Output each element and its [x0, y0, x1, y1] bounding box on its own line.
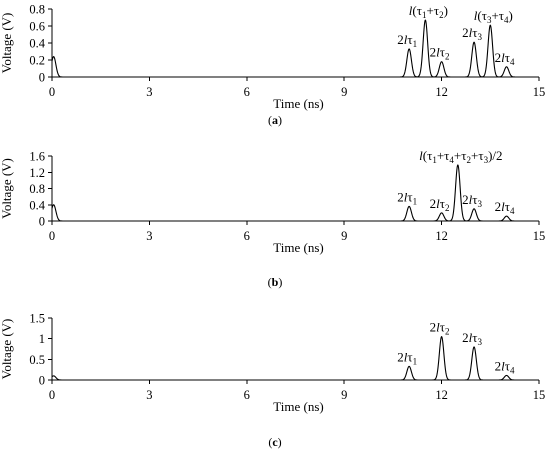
y-axis-title: Voltage (V)	[0, 13, 14, 74]
y-tick-label: 0.4	[29, 37, 45, 51]
y-tick-label: 0	[39, 374, 45, 388]
panel-caption: (b)	[268, 275, 283, 289]
y-tick-label: 0.6	[29, 20, 45, 34]
x-axis-title: Time (ns)	[273, 399, 323, 414]
y-tick-label: 0.8	[29, 182, 45, 196]
x-tick-label: 15	[533, 229, 546, 243]
peak-label: l(τ3+τ4)	[474, 8, 513, 25]
y-tick-label: 1	[39, 332, 45, 346]
x-tick-label: 0	[49, 388, 55, 402]
panel-caption: (a)	[268, 113, 282, 127]
peak-label: 2lτ2	[430, 45, 450, 62]
x-axis-title: Time (ns)	[273, 96, 323, 111]
x-tick-label: 9	[341, 388, 347, 402]
x-axis-title: Time (ns)	[273, 240, 323, 255]
x-tick-label: 9	[341, 85, 347, 99]
y-tick-label: 0	[39, 71, 45, 85]
peak-label: l(τ1+τ4+τ2+τ3)/2	[419, 148, 502, 165]
x-tick-label: 12	[435, 388, 448, 402]
x-tick-label: 3	[146, 85, 152, 99]
y-axis-title: Voltage (V)	[0, 158, 14, 219]
y-tick-label: 0	[39, 215, 45, 229]
y-axis-title: Voltage (V)	[0, 319, 14, 380]
x-tick-label: 3	[146, 388, 152, 402]
x-tick-label: 12	[435, 229, 448, 243]
y-tick-label: 1.2	[29, 166, 45, 180]
y-tick-label: 0.2	[29, 54, 45, 68]
peak-label: 2lτ2	[430, 196, 450, 213]
x-tick-label: 9	[341, 229, 347, 243]
peak-label: 2lτ3	[462, 25, 482, 42]
y-tick-label: 1.6	[29, 150, 45, 164]
x-tick-label: 12	[435, 85, 448, 99]
x-tick-label: 15	[533, 388, 546, 402]
y-tick-label: 0.4	[29, 198, 45, 212]
peak-label: 2lτ4	[495, 50, 515, 67]
voltage-trace	[51, 336, 540, 381]
x-tick-label: 0	[49, 229, 55, 243]
y-tick-label: 0.8	[29, 3, 45, 17]
peak-label: 2lτ4	[495, 358, 515, 375]
peak-label: 2lτ1	[397, 349, 417, 366]
chart-panel-3: 0 0.5 1 1.5 0 3 6 9 12 15 Time (ns) Voltage (V) 2lτ1…	[0, 312, 545, 450]
chart-panel-1: 0 0.2 0.4 0.6 0.8 0 3 6 9 12 15 Time (ns) Voltage (V…	[0, 3, 545, 128]
x-tick-label: 6	[244, 85, 250, 99]
peak-label: 2lτ4	[495, 199, 515, 216]
panel-caption: (c)	[268, 435, 281, 449]
x-tick-label: 6	[244, 229, 250, 243]
x-tick-label: 15	[533, 85, 546, 99]
peak-label: 2lτ3	[462, 330, 482, 347]
peak-label: 2lτ3	[462, 192, 482, 209]
x-tick-label: 6	[244, 388, 250, 402]
x-tick-label: 0	[49, 85, 55, 99]
peak-label: 2lτ2	[430, 320, 450, 337]
peak-label: 2lτ1	[397, 189, 417, 206]
y-tick-label: 1.5	[29, 312, 45, 326]
voltage-trace	[51, 19, 540, 78]
voltage-trace	[51, 164, 540, 222]
chart-panel-2: 0 0.4 0.8 1.2 1.6 0 3 6 9 12 15 Time (ns) Voltage (V…	[0, 148, 545, 289]
x-tick-label: 3	[146, 229, 152, 243]
y-tick-label: 0.5	[29, 353, 45, 367]
peak-label: l(τ1+τ2)	[409, 3, 448, 20]
peak-label: 2lτ1	[397, 32, 417, 49]
